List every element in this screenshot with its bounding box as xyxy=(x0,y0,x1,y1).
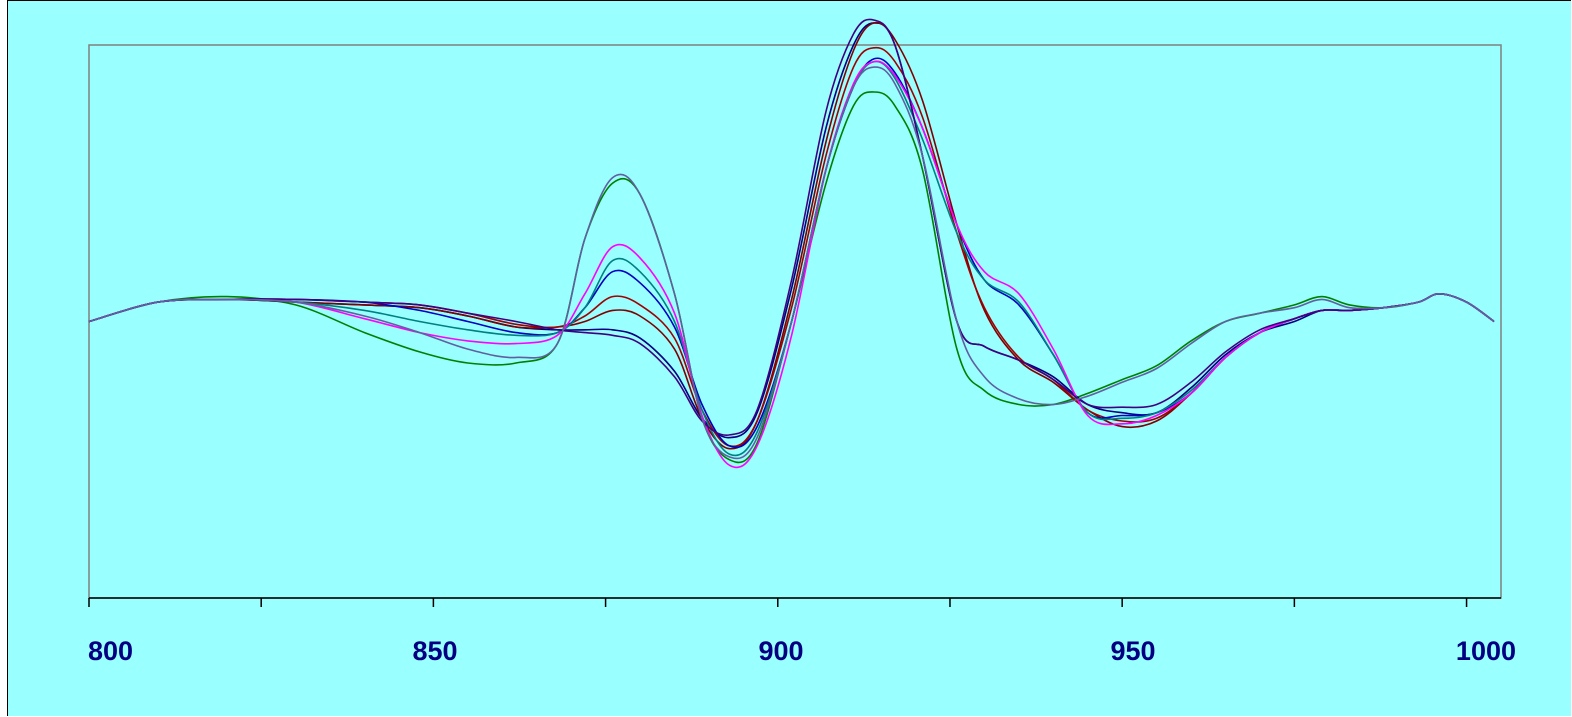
chart-area: 800 850 900 950 1000 xyxy=(7,0,1571,716)
x-tick-label-1000: 1000 xyxy=(1456,636,1516,666)
spectra-line-chart: 800 850 900 950 1000 xyxy=(88,18,1516,666)
x-tick-labels: 800 850 900 950 1000 xyxy=(88,636,1516,666)
series-line-2 xyxy=(88,22,1495,439)
series-line-7 xyxy=(88,60,1495,469)
series-line-1 xyxy=(88,91,1495,464)
x-tick-label-950: 950 xyxy=(1110,636,1155,666)
x-tick-label-800: 800 xyxy=(88,636,133,666)
series-line-8 xyxy=(88,18,1495,437)
x-tick-label-900: 900 xyxy=(758,636,803,666)
series-line-6 xyxy=(88,60,1495,457)
series-line-9 xyxy=(88,66,1495,460)
series-line-5 xyxy=(88,57,1495,449)
series-line-3 xyxy=(88,21,1495,450)
series-layer xyxy=(88,18,1495,469)
x-ticks xyxy=(88,598,1468,607)
series-line-4 xyxy=(88,46,1495,448)
x-tick-label-850: 850 xyxy=(412,636,457,666)
